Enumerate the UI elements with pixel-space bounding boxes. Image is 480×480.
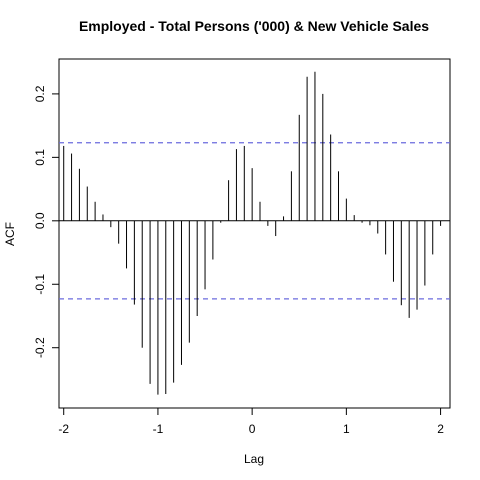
x-tick-label: -1 — [153, 422, 164, 436]
x-tick-label: 1 — [343, 422, 350, 436]
confidence-bounds — [59, 142, 450, 300]
y-tick-label: -0.1 — [33, 274, 47, 295]
y-tick-label: -0.2 — [33, 337, 47, 358]
chart-title: Employed - Total Persons ('000) & New Ve… — [79, 18, 429, 34]
x-axis: -2 -1 0 1 2 — [58, 408, 444, 436]
y-tick-label: 0.1 — [33, 149, 47, 166]
plot-frame — [58, 58, 451, 409]
y-axis-label: ACF — [3, 222, 17, 246]
x-tick-label: 0 — [249, 422, 256, 436]
y-axis: -0.2 -0.1 0.0 0.1 0.2 — [33, 85, 59, 358]
y-tick-label: 0.0 — [33, 212, 47, 229]
acf-bars — [63, 71, 442, 395]
x-axis-label: Lag — [244, 452, 264, 466]
x-tick-label: 2 — [437, 422, 444, 436]
x-tick-label: -2 — [58, 422, 69, 436]
y-tick-label: 0.2 — [33, 85, 47, 102]
